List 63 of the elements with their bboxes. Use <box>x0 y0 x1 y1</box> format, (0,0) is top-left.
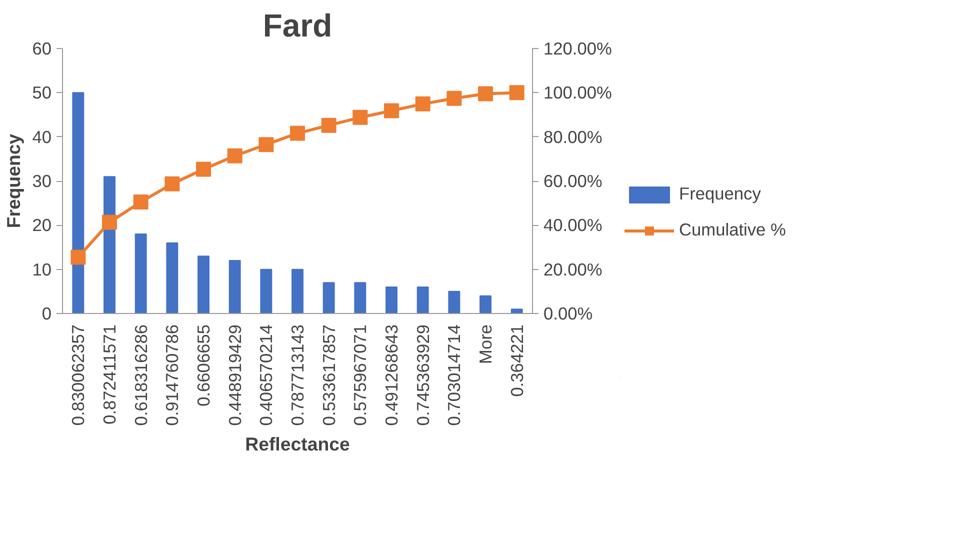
bar <box>292 268 304 314</box>
y-tick-label: 40 <box>32 126 52 147</box>
y-tick-label: 60 <box>32 38 52 58</box>
x-tick-label: 0.364221 <box>506 324 527 397</box>
x-tick-label: 0.914760786 <box>162 324 182 426</box>
y-tick-label: 50 <box>32 82 52 103</box>
point <box>258 137 274 152</box>
point <box>478 86 493 102</box>
x-tick-label: 0.872411571 <box>100 324 120 424</box>
x-tick-label: 0.575967071 <box>350 324 370 426</box>
bar <box>480 295 492 314</box>
point <box>164 176 180 192</box>
legend-label: Cumulative % <box>679 220 786 240</box>
point <box>133 194 148 210</box>
bar <box>228 260 241 314</box>
y2-tick-label: 120.00% <box>544 38 612 58</box>
y-tick-label: 20 <box>32 215 52 236</box>
x-tick-label: 0.745363929 <box>412 324 433 426</box>
point <box>352 110 368 125</box>
x-tick-label: 0.491268643 <box>382 324 402 426</box>
bar <box>198 256 210 314</box>
y2-tick-label: 40.00% <box>544 215 602 236</box>
x-tick-label: 0.6606655 <box>194 324 214 406</box>
x-tick-label: 0.787713143 <box>288 324 308 426</box>
bar <box>72 92 84 314</box>
x-tick-label: 0.618316286 <box>130 324 151 426</box>
bar <box>134 234 147 314</box>
point <box>509 85 524 100</box>
bar <box>448 290 460 314</box>
x-tick-label: 0.406570214 <box>256 324 276 426</box>
point <box>102 214 117 230</box>
x-tick-label: 0.533617857 <box>318 324 339 426</box>
x-tick-label: More <box>476 324 496 364</box>
bar <box>260 268 272 314</box>
point <box>227 148 242 164</box>
bar <box>354 282 366 314</box>
bar <box>322 282 335 314</box>
y2-tick-label: 0.00% <box>544 304 593 324</box>
point <box>196 162 211 177</box>
x-tick-label: 0.448919429 <box>224 324 245 426</box>
y2-tick-label: 20.00% <box>544 259 602 280</box>
y2-tick-label: 100.00% <box>544 82 612 103</box>
chart-title: Fard <box>262 8 332 44</box>
point <box>384 103 399 118</box>
bar <box>166 242 178 314</box>
bar <box>386 286 398 314</box>
legend-label: Frequency <box>679 184 761 204</box>
point <box>446 90 462 106</box>
point <box>70 250 86 265</box>
y2-tick-label: 80.00% <box>544 126 602 147</box>
x-tick-label: 0.830062357 <box>68 324 88 426</box>
point <box>321 118 336 133</box>
x-tick-label: 0.703014714 <box>444 324 464 426</box>
bar <box>510 308 523 314</box>
y-tick-label: 10 <box>32 259 52 280</box>
x-axis-title: Reflectance <box>245 434 350 455</box>
bar <box>416 286 429 314</box>
point <box>290 126 305 141</box>
y-axis-title: Frequency <box>3 133 24 228</box>
y2-tick-label: 60.00% <box>544 171 602 191</box>
point <box>415 96 430 112</box>
y-tick-label: 0 <box>42 304 52 324</box>
y-tick-label: 30 <box>32 171 52 191</box>
